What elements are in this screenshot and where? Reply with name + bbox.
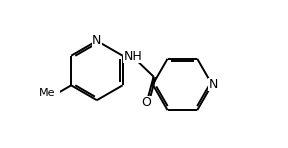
Text: N: N bbox=[92, 34, 102, 47]
Text: N: N bbox=[208, 78, 218, 91]
Text: Me: Me bbox=[39, 88, 55, 98]
Text: NH: NH bbox=[123, 50, 142, 63]
Text: O: O bbox=[142, 96, 151, 109]
